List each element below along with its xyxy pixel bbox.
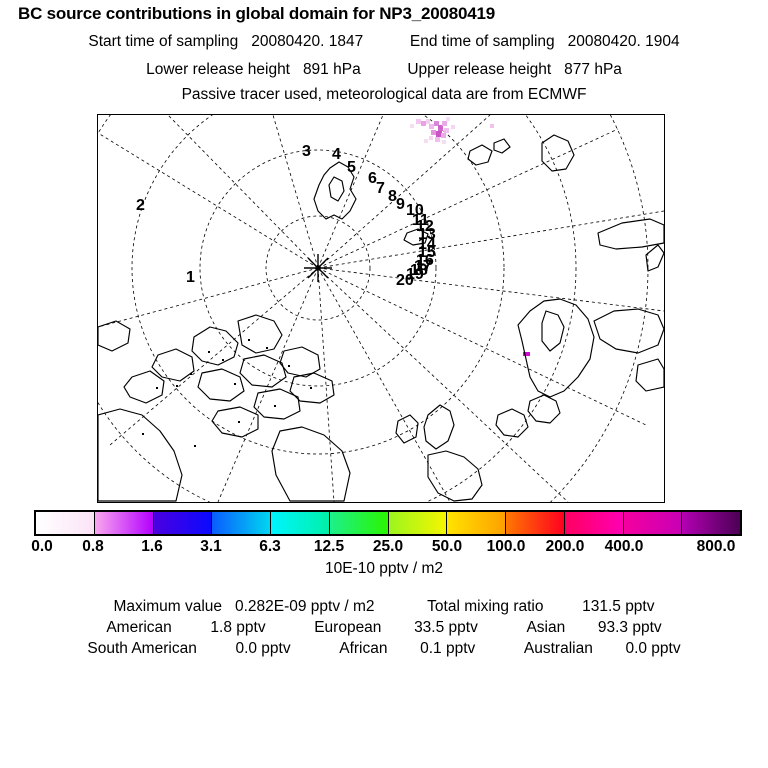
total-mixing-ratio-label: Total mixing ratio xyxy=(427,598,544,615)
max-value-label: Maximum value xyxy=(113,598,223,615)
stats-row-total: Maximum value 0.282E-09 pptv / m2 Total … xyxy=(0,596,768,617)
release-height-line: Lower release height 891 hPa Upper relea… xyxy=(0,61,768,79)
region-value-australian: 0.0 pptv xyxy=(625,640,681,657)
colorbar-segment-9 xyxy=(564,512,624,534)
trajectory-day-label-8: 8 xyxy=(388,188,397,205)
trajectory-day-label-9: 9 xyxy=(396,196,405,213)
trajectory-day-label-10: 10 xyxy=(406,202,424,219)
concentration-plume xyxy=(410,117,530,356)
trajectory-day-label-2: 2 xyxy=(136,197,145,214)
release-site-marker xyxy=(304,254,332,282)
start-time-value: 20080420. 1847 xyxy=(251,33,364,50)
lower-release-label: Lower release height xyxy=(146,61,290,78)
trajectory-day-label-11: 11 xyxy=(412,212,429,229)
page-title: BC source contributions in global domain… xyxy=(18,4,495,23)
upper-release-label: Upper release height xyxy=(407,61,552,78)
trajectory-day-label-19: 19 xyxy=(406,266,424,283)
trajectory-day-label-18: 18 xyxy=(410,262,428,279)
coast-stipple xyxy=(142,339,312,447)
region-name-european: European xyxy=(314,619,382,636)
trajectory-day-label-12: 12 xyxy=(416,218,434,235)
colorbar-segment-0 xyxy=(36,512,95,534)
colorbar-tick-labels: 0.0 0.8 1.6 3.1 6.3 12.5 25.0 50.0 100.0 200.0 400… xyxy=(31,538,742,558)
colorbar-segment-11 xyxy=(682,512,740,534)
region-value-asian: 93.3 pptv xyxy=(597,619,662,636)
colorbar-tick-0.0: 0.0 xyxy=(31,538,53,555)
stats-row-regions-1: American 1.8 pptv European 33.5 pptv Asi… xyxy=(0,617,768,638)
colorbar-segment-4 xyxy=(271,512,330,534)
region-value-african: 0.1 pptv xyxy=(420,640,476,657)
trajectory-day-label-6: 6 xyxy=(368,170,377,187)
end-time-label: End time of sampling xyxy=(409,33,555,50)
colorbar-tick-3.1: 3.1 xyxy=(200,538,222,555)
colorbar-tick-12.5: 12.5 xyxy=(313,538,345,555)
region-name-south-american: South American xyxy=(87,640,197,657)
region-value-american: 1.8 pptv xyxy=(210,619,266,636)
trajectory-day-label-17: 17 xyxy=(414,258,432,275)
colorbar-tick-400.0: 400.0 xyxy=(604,538,644,555)
start-time-label: Start time of sampling xyxy=(88,33,239,50)
colorbar-segment-6 xyxy=(388,512,448,534)
colorbar-tick-200.0: 200.0 xyxy=(545,538,585,555)
colorbar-segment-3 xyxy=(212,512,271,534)
colorbar-tick-100.0: 100.0 xyxy=(486,538,526,555)
trajectory-day-label-5: 5 xyxy=(347,159,356,176)
region-name-american: American xyxy=(106,619,172,636)
colorbar-segment-5 xyxy=(329,512,389,534)
trajectory-day-label-4: 4 xyxy=(332,146,341,163)
trajectory-day-label-1: 1 xyxy=(186,269,195,286)
colorbar-unit-label: 10E-10 pptv / m2 xyxy=(324,560,444,577)
trajectory-day-label-20: 20 xyxy=(396,272,414,289)
colorbar-tick-25.0: 25.0 xyxy=(372,538,404,555)
max-value: 0.282E-09 pptv / m2 xyxy=(234,598,375,615)
colorbar-strip xyxy=(34,510,742,536)
lower-release-value: 891 hPa xyxy=(302,61,361,78)
colorbar: 0.0 0.8 1.6 3.1 6.3 12.5 25.0 50.0 100.0 200.0 400… xyxy=(31,510,742,555)
colorbar-segment-2 xyxy=(153,512,213,534)
total-mixing-ratio-value: 131.5 pptv xyxy=(582,598,655,615)
colorbar-segment-8 xyxy=(506,512,565,534)
statistics-block: Maximum value 0.282E-09 pptv / m2 Total … xyxy=(0,596,768,659)
tracer-note: Passive tracer used, meteorological data… xyxy=(181,86,587,103)
colorbar-tick-0.8: 0.8 xyxy=(82,538,104,555)
end-time-value: 20080420. 1904 xyxy=(567,33,680,50)
region-name-australian: Australian xyxy=(523,640,593,657)
colorbar-tick-50.0: 50.0 xyxy=(431,538,463,555)
colorbar-tick-6.3: 6.3 xyxy=(259,538,281,555)
region-value-european: 33.5 pptv xyxy=(414,619,478,636)
coastlines xyxy=(98,134,664,502)
graticule-meridians xyxy=(98,115,664,502)
colorbar-segment-10 xyxy=(623,512,683,534)
region-name-asian: Asian xyxy=(526,619,566,636)
colorbar-segment-1 xyxy=(94,512,154,534)
colorbar-tick-1.6: 1.6 xyxy=(141,538,163,555)
colorbar-tick-800.0: 800.0 xyxy=(696,538,736,555)
sampling-time-line: Start time of sampling 20080420. 1847 En… xyxy=(0,33,768,51)
region-name-african: African xyxy=(339,640,388,657)
trajectory-day-label-15: 15 xyxy=(418,244,436,261)
upper-release-value: 877 hPa xyxy=(564,61,622,78)
map-panel: 1 2 3 4 5 6 7 8 9 10 11 12 13 14 15 16 17 18 19 20 xyxy=(97,114,665,503)
trajectory-day-label-7: 7 xyxy=(376,180,385,197)
colorbar-segment-7 xyxy=(447,512,506,534)
trajectory-day-label-16: 16 xyxy=(416,252,434,269)
trajectory-day-label-3: 3 xyxy=(302,143,311,160)
region-value-south-american: 0.0 pptv xyxy=(235,640,291,657)
trajectory-day-label-14: 14 xyxy=(418,236,436,253)
stats-row-regions-2: South American 0.0 pptv African 0.1 pptv… xyxy=(0,638,768,659)
trajectory-day-label-13: 13 xyxy=(418,226,436,243)
